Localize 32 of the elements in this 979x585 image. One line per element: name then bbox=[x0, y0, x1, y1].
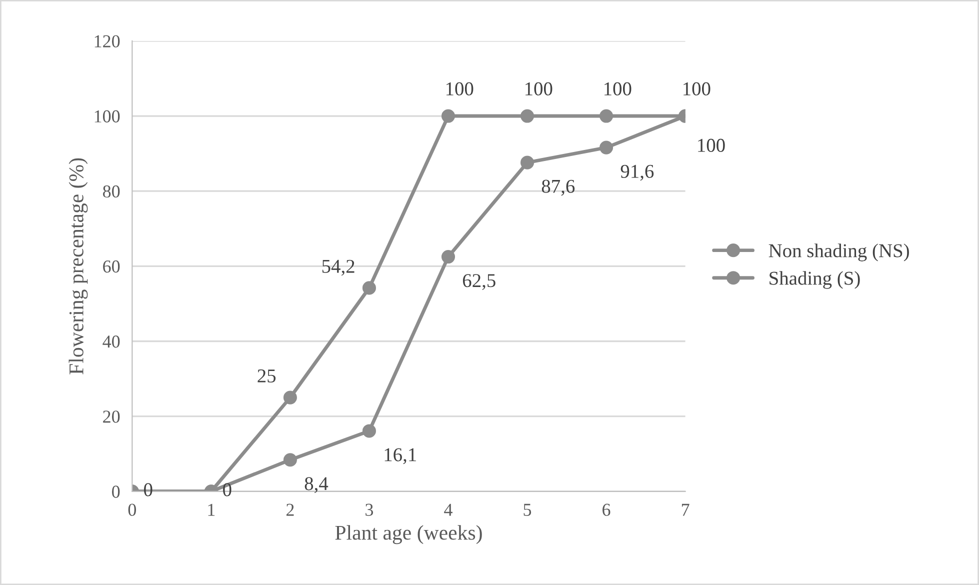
x-tick-label: 1 bbox=[208, 504, 215, 516]
data-label: 100 bbox=[684, 82, 710, 96]
data-label: 100 bbox=[604, 82, 632, 96]
data-label: 87,6 bbox=[542, 180, 575, 196]
data-label: 0 bbox=[223, 483, 232, 496]
x-tick-label: 4 bbox=[444, 504, 452, 516]
data-label: 8,4 bbox=[304, 477, 328, 494]
data-label: 100 bbox=[698, 138, 725, 152]
x-tick-label: 2 bbox=[286, 504, 294, 516]
x-axis-title: Plant age (weeks) bbox=[335, 525, 482, 544]
data-label: 62,5 bbox=[462, 274, 496, 290]
y-tick-label: 0 bbox=[112, 486, 120, 498]
legend-label: Non shading (NS) bbox=[768, 244, 909, 262]
data-label: 91,6 bbox=[620, 164, 654, 181]
data-label: 100 bbox=[526, 82, 552, 96]
x-tick-label: 6 bbox=[602, 504, 610, 516]
legend-label: Shading (S) bbox=[770, 271, 860, 289]
x-tick-label: 5 bbox=[524, 504, 532, 516]
y-tick-label: 80 bbox=[102, 185, 120, 198]
data-label: 54,2 bbox=[322, 260, 354, 276]
x-tick-label: 3 bbox=[366, 504, 374, 516]
y-tick-label: 120 bbox=[94, 35, 120, 48]
data-label: 100 bbox=[446, 82, 474, 96]
y-tick-label: 20 bbox=[103, 410, 120, 423]
data-label: 16,1 bbox=[384, 448, 416, 464]
y-tick-label: 40 bbox=[102, 336, 120, 348]
data-label: 25 bbox=[258, 369, 276, 382]
y-tick-label: 60 bbox=[103, 260, 120, 273]
y-tick-label: 100 bbox=[94, 110, 120, 122]
y-axis-title: Flowering precentage (%) bbox=[68, 158, 88, 374]
x-tick-label: 0 bbox=[128, 504, 136, 516]
x-tick-label: 7 bbox=[682, 504, 690, 516]
